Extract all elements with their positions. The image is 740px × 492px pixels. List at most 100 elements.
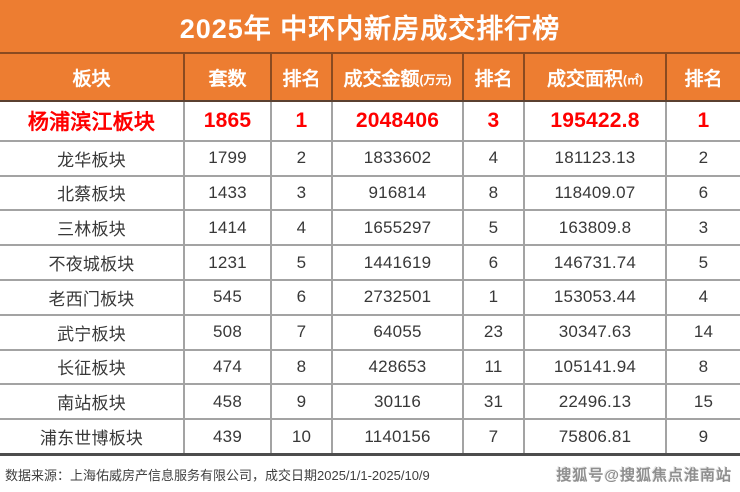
column-header-label: 成交面积 bbox=[546, 68, 623, 90]
cell-units: 545 bbox=[185, 280, 272, 314]
cell-units: 474 bbox=[185, 350, 272, 384]
column-header-label: 套数 bbox=[208, 68, 247, 90]
cell-units: 458 bbox=[185, 385, 272, 419]
cell-rank-units: 6 bbox=[272, 280, 333, 314]
cell-rank-amount: 3 bbox=[464, 102, 525, 140]
cell-plate: 杨浦滨江板块 bbox=[0, 102, 185, 140]
column-header-rank-units: 排名 bbox=[272, 54, 333, 100]
sohu-watermark: 搜狐号@搜狐焦点淮南站 bbox=[556, 466, 732, 484]
cell-area: 75806.81 bbox=[525, 420, 667, 453]
cell-units: 1799 bbox=[185, 141, 272, 175]
table-row: 北蔡板块 1433 3 916814 8 118409.07 6 bbox=[0, 176, 740, 212]
cell-area: 22496.13 bbox=[525, 385, 667, 419]
cell-amount: 1441619 bbox=[333, 246, 464, 279]
cell-plate: 北蔡板块 bbox=[0, 176, 185, 210]
column-header-area: 成交面积 (㎡) bbox=[525, 54, 667, 100]
table-body: 杨浦滨江板块 1865 1 2048406 3 195422.8 1 龙华板块 … bbox=[0, 102, 740, 456]
cell-area: 153053.44 bbox=[525, 280, 667, 314]
cell-rank-units: 1 bbox=[272, 102, 333, 140]
cell-plate: 老西门板块 bbox=[0, 280, 185, 314]
cell-rank-area: 14 bbox=[693, 322, 714, 342]
cell-rank-units: 5 bbox=[272, 246, 333, 279]
column-header-amount: 成交金额 (万元) bbox=[333, 54, 464, 100]
cell-rank-units: 7 bbox=[272, 315, 333, 349]
table-row-highlight: 杨浦滨江板块 1865 1 2048406 3 195422.8 1 bbox=[0, 102, 740, 142]
cell-rank-amount: 4 bbox=[464, 141, 525, 175]
column-header-label: 成交金额 bbox=[343, 68, 420, 90]
cell-area: 105141.94 bbox=[525, 350, 667, 384]
column-header-rank-amount: 排名 bbox=[464, 54, 525, 100]
cell-rank-units: 3 bbox=[272, 176, 333, 210]
cell-plate: 三林板块 bbox=[0, 211, 185, 245]
table-row: 龙华板块 1799 2 1833602 4 181123.13 2 bbox=[0, 141, 740, 177]
cell-amount: 2732501 bbox=[333, 280, 464, 314]
cell-rank-area: 4 bbox=[698, 287, 709, 307]
cell-rank-area: 3 bbox=[698, 217, 709, 237]
cell-rank-amount: 7 bbox=[464, 420, 525, 453]
cell-area: 163809.8 bbox=[525, 211, 667, 245]
cell-area: 30347.63 bbox=[525, 315, 667, 349]
cell-area: 118409.07 bbox=[525, 176, 667, 210]
cell-area: 195422.8 bbox=[525, 102, 667, 140]
data-source-note: 数据来源：上海佑威房产信息服务有限公司，成交日期2025/1/1-2025/10… bbox=[5, 467, 430, 483]
cell-rank-amount: 11 bbox=[464, 350, 525, 384]
cell-rank-amount: 23 bbox=[464, 315, 525, 349]
cell-rank-units: 4 bbox=[272, 211, 333, 245]
cell-plate: 不夜城板块 bbox=[0, 246, 185, 279]
cell-rank-amount: 8 bbox=[464, 176, 525, 210]
cell-amount: 1655297 bbox=[333, 211, 464, 245]
table-row: 不夜城板块 1231 5 1441619 6 146731.74 5 bbox=[0, 246, 740, 281]
cell-amount: 2048406 bbox=[333, 102, 464, 140]
cell-rank-area: 1 bbox=[697, 108, 710, 132]
cell-rank-amount: 6 bbox=[464, 246, 525, 279]
table-row: 武宁板块 508 7 64055 23 30347.63 14 bbox=[0, 315, 740, 351]
cell-rank-units: 10 bbox=[272, 420, 333, 453]
column-header-label: 板块 bbox=[72, 68, 111, 90]
cell-rank-area: 6 bbox=[698, 182, 709, 202]
cell-amount: 428653 bbox=[333, 350, 464, 384]
footer: 数据来源：上海佑威房产信息服务有限公司，成交日期2025/1/1-2025/10… bbox=[0, 456, 740, 492]
cell-plate: 龙华板块 bbox=[0, 141, 185, 175]
cell-amount: 64055 bbox=[333, 315, 464, 349]
column-header-units: 套数 bbox=[185, 54, 272, 100]
column-header-unit: (万元) bbox=[419, 72, 452, 87]
cell-plate: 武宁板块 bbox=[0, 315, 185, 349]
table-row: 老西门板块 545 6 2732501 1 153053.44 4 bbox=[0, 280, 740, 316]
cell-rank-units: 2 bbox=[272, 141, 333, 175]
table-row: 浦东世博板块 439 10 1140156 7 75806.81 9 bbox=[0, 420, 740, 453]
cell-units: 1865 bbox=[185, 102, 272, 140]
cell-plate: 南站板块 bbox=[0, 385, 185, 419]
column-header-label: 排名 bbox=[282, 68, 321, 90]
cell-plate: 浦东世博板块 bbox=[0, 420, 185, 453]
cell-rank-units: 9 bbox=[272, 385, 333, 419]
cell-units: 439 bbox=[185, 420, 272, 453]
cell-amount: 916814 bbox=[333, 176, 464, 210]
cell-rank-amount: 1 bbox=[464, 280, 525, 314]
cell-units: 1414 bbox=[185, 211, 272, 245]
cell-area: 146731.74 bbox=[525, 246, 667, 279]
cell-rank-area: 8 bbox=[698, 356, 709, 376]
table-row: 南站板块 458 9 30116 31 22496.13 15 bbox=[0, 385, 740, 421]
table-row: 三林板块 1414 4 1655297 5 163809.8 3 bbox=[0, 211, 740, 247]
cell-rank-area: 2 bbox=[698, 148, 709, 168]
column-header-unit: (㎡) bbox=[623, 72, 643, 87]
cell-rank-area: 5 bbox=[698, 252, 709, 272]
cell-units: 1433 bbox=[185, 176, 272, 210]
cell-rank-area: 15 bbox=[693, 391, 714, 411]
cell-plate: 长征板块 bbox=[0, 350, 185, 384]
cell-rank-area: 9 bbox=[698, 426, 709, 446]
cell-rank-amount: 5 bbox=[464, 211, 525, 245]
cell-units: 508 bbox=[185, 315, 272, 349]
cell-amount: 1140156 bbox=[333, 420, 464, 453]
column-header-label: 排名 bbox=[684, 68, 723, 90]
page-title: 2025年 中环内新房成交排行榜 bbox=[0, 0, 740, 52]
column-header-plate: 板块 bbox=[0, 54, 185, 100]
table-row: 长征板块 474 8 428653 11 105141.94 8 bbox=[0, 350, 740, 386]
column-header-rank-area: 排名 bbox=[667, 54, 740, 100]
cell-amount: 1833602 bbox=[333, 141, 464, 175]
cell-area: 181123.13 bbox=[525, 141, 667, 175]
cell-amount: 30116 bbox=[333, 385, 464, 419]
cell-units: 1231 bbox=[185, 246, 272, 279]
column-header-label: 排名 bbox=[474, 68, 513, 90]
